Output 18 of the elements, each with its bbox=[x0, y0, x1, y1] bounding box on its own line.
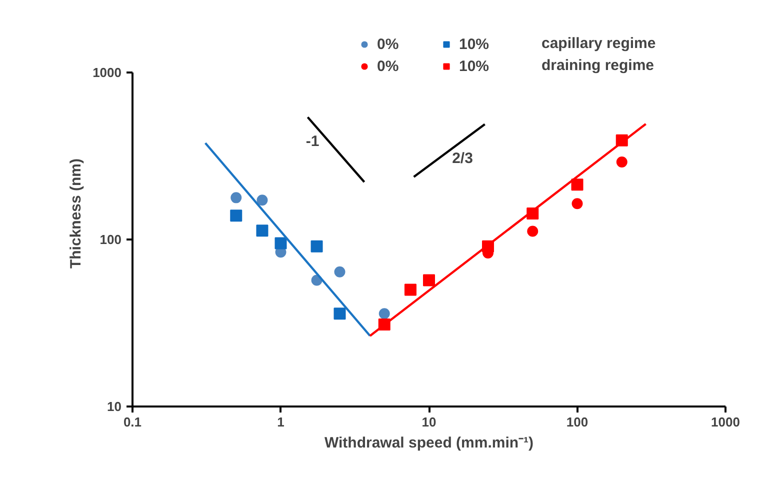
x-tick-label: 1 bbox=[277, 414, 284, 430]
x-tick-label: 10 bbox=[422, 414, 436, 430]
annotation: draining regime bbox=[542, 57, 654, 74]
text: capillary regime bbox=[542, 35, 656, 52]
legend-label: 0% bbox=[377, 34, 400, 54]
y-tick-label: 1000 bbox=[92, 65, 122, 80]
legend-label: 0% bbox=[377, 56, 400, 76]
x-tick-label: 1000 bbox=[711, 414, 740, 430]
x-tick-label: 0.1 bbox=[123, 414, 142, 430]
annotation: -1 bbox=[306, 133, 320, 150]
x-tick-label: 100 bbox=[566, 414, 588, 430]
y-tick-label: 10 bbox=[107, 399, 122, 414]
legend-label: 10% bbox=[459, 56, 490, 76]
x-axis-title: Withdrawal speed (mm.min⁻¹) bbox=[324, 434, 534, 452]
y-axis-title: Thickness (nm) bbox=[68, 158, 85, 269]
y-tick-label: 100 bbox=[100, 232, 122, 247]
annotation: 2/3 bbox=[452, 150, 473, 167]
legend-label: 10% bbox=[459, 34, 490, 54]
